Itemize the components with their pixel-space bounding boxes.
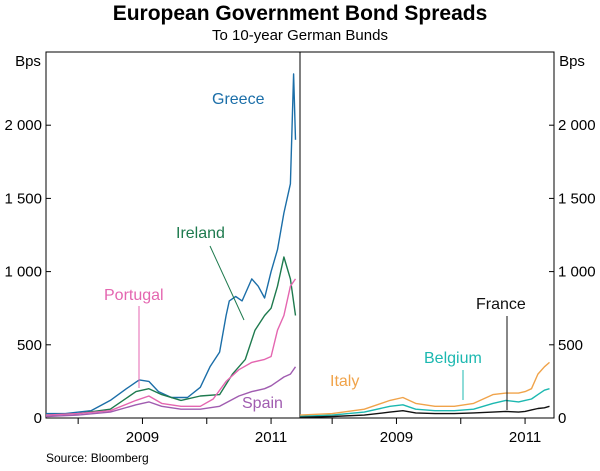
x-tick-label: 2009 [126, 429, 159, 446]
x-tick-label: 2011 [509, 429, 541, 446]
series-line-italy [299, 361, 550, 416]
ireland-leader-line [209, 245, 245, 321]
y-tick-label-right: 1 500 [558, 190, 596, 207]
y-tick-label-left: 1 500 [4, 190, 42, 207]
series-line-ireland [45, 256, 297, 416]
label-belgium: Belgium [424, 350, 482, 367]
x-tick-label: 2011 [255, 429, 287, 446]
label-ireland: Ireland [176, 225, 225, 242]
y-tick-label-left: 500 [17, 337, 42, 354]
series-labels: Greece Ireland Portugal Spain Italy Belg… [104, 91, 526, 412]
series-line-belgium [299, 388, 550, 418]
label-greece: Greece [212, 91, 265, 108]
label-spain: Spain [242, 395, 283, 412]
series-line-greece [46, 73, 297, 415]
y-tick-label-left: 0 [34, 410, 42, 427]
y-tick-label-right: 1 000 [558, 264, 596, 281]
y-tick-label-left: 1 000 [4, 264, 42, 281]
right-axis-unit: Bps [559, 53, 585, 70]
chart-subtitle: To 10-year German Bunds [212, 27, 388, 44]
label-france: France [476, 296, 526, 313]
series-line-spain [45, 366, 297, 418]
chart-title: European Government Bond Spreads [113, 2, 488, 25]
y-tick-label-left: 2 000 [4, 117, 42, 134]
left-axis-unit: Bps [15, 53, 41, 70]
label-italy: Italy [330, 373, 359, 390]
series-line-portugal [45, 278, 297, 416]
y-tick-label-right: 500 [558, 337, 583, 354]
axis-ticks: 0 0 500 500 1 000 1 000 1 500 1 500 2 000 2 000 20… [4, 117, 595, 446]
y-tick-label-right: 2 000 [558, 117, 596, 134]
source-note: Source: Bloomberg [46, 451, 149, 465]
y-tick-label-right: 0 [558, 410, 566, 427]
series-layer [45, 73, 550, 418]
series-line-france [299, 405, 550, 418]
plot-frame [45, 51, 555, 419]
label-portugal: Portugal [104, 287, 164, 304]
x-tick-label: 2009 [380, 429, 413, 446]
